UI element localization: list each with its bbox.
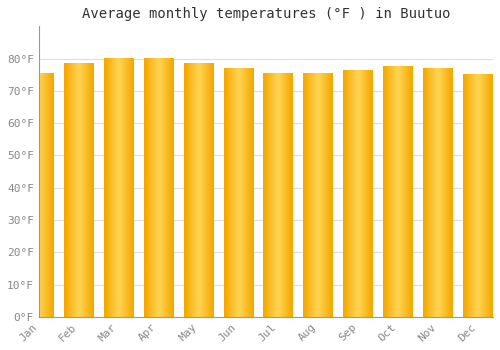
Title: Average monthly temperatures (°F ) in Buutuo: Average monthly temperatures (°F ) in Bu… bbox=[82, 7, 450, 21]
